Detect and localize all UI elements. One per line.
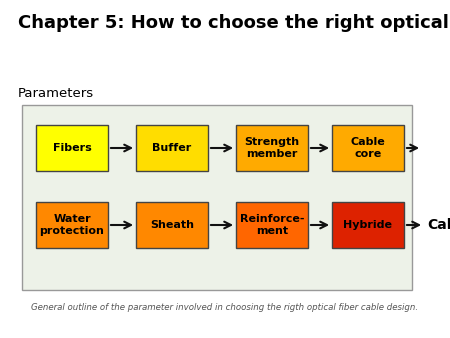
Bar <box>36 125 108 171</box>
Text: Buffer: Buffer <box>153 143 192 153</box>
Text: Chapter 5: How to choose the right optical fiber cable: Chapter 5: How to choose the right optic… <box>18 14 450 32</box>
Text: Sheath: Sheath <box>150 220 194 230</box>
Bar <box>136 125 208 171</box>
Bar <box>22 105 412 290</box>
Text: General outline of the parameter involved in choosing the rigth optical fiber ca: General outline of the parameter involve… <box>32 303 419 312</box>
Text: Fibers: Fibers <box>53 143 91 153</box>
Text: Water
protection: Water protection <box>40 214 104 236</box>
Text: Strength
member: Strength member <box>244 137 300 159</box>
Text: Hybride: Hybride <box>343 220 392 230</box>
Bar <box>36 202 108 248</box>
Bar <box>332 202 404 248</box>
Text: Parameters: Parameters <box>18 87 94 100</box>
Text: Reinforce-
ment: Reinforce- ment <box>240 214 304 236</box>
Bar <box>236 125 308 171</box>
Text: Cable
core: Cable core <box>351 137 385 159</box>
Bar <box>136 202 208 248</box>
Text: Cable: Cable <box>427 218 450 232</box>
Bar <box>236 202 308 248</box>
Bar <box>332 125 404 171</box>
